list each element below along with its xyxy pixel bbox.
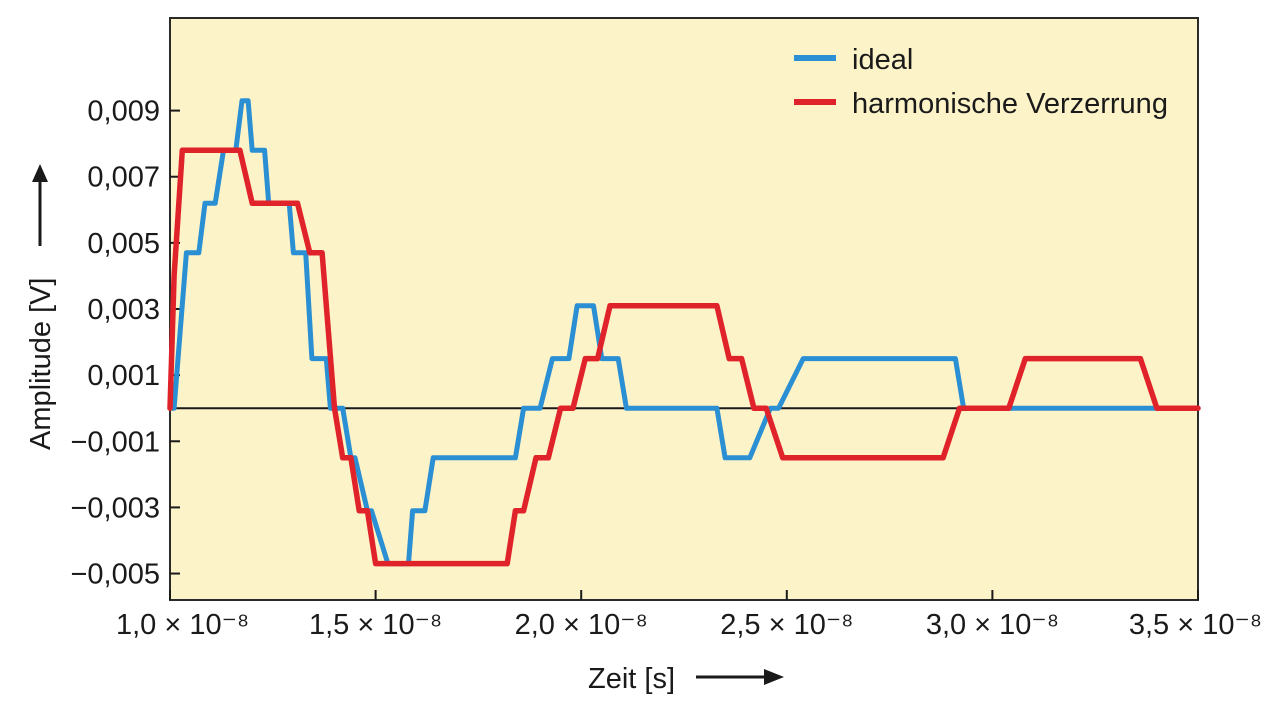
y-tick-label: 0,005 (87, 228, 160, 260)
y-axis-arrowhead-icon (32, 164, 48, 182)
y-axis-ticks: 0,009 0,007 0,005 0,003 0,001 −0,001 −0,003 −0,… (70, 96, 180, 591)
x-axis-arrowhead-icon (764, 669, 784, 685)
series-line-harmonische-verzerrung (167, 147, 1201, 567)
series-line-ideal (167, 98, 1201, 567)
x-tick-label: 3,0 × 10⁻⁸ (926, 609, 1059, 641)
x-tick-label: 3,5 × 10⁻⁸ (1129, 609, 1262, 641)
legend: ideal harmonische Verzerrung (794, 44, 1168, 120)
y-axis-title: Amplitude [V] (25, 164, 57, 450)
y-axis-label: Amplitude [V] (25, 278, 57, 450)
x-axis-title: Zeit [s] (588, 663, 784, 695)
x-axis-label: Zeit [s] (588, 663, 675, 695)
x-tick-label: 1,0 × 10⁻⁸ (116, 609, 249, 641)
y-tick-label: 0,003 (87, 294, 160, 326)
series-layer (167, 98, 1201, 567)
x-tick-label: 2,0 × 10⁻⁸ (515, 609, 648, 641)
y-tick-label: −0,003 (70, 492, 160, 524)
legend-label-ideal: ideal (852, 44, 913, 76)
y-tick-label: −0,005 (70, 559, 160, 591)
y-tick-label: 0,001 (87, 360, 160, 392)
legend-label-harmonische-verzerrung: harmonische Verzerrung (852, 88, 1168, 120)
y-tick-label: 0,007 (87, 162, 160, 194)
x-tick-label: 1,5 × 10⁻⁸ (309, 609, 442, 641)
y-tick-label: 0,009 (87, 96, 160, 128)
x-axis-ticks: 1,0 × 10⁻⁸ 1,5 × 10⁻⁸ 2,0 × 10⁻⁸ 2,5 × 10⁻⁸… (116, 590, 1262, 641)
plot-background (169, 17, 1199, 601)
y-tick-label: −0,001 (70, 426, 160, 458)
x-tick-label: 2,5 × 10⁻⁸ (720, 609, 853, 641)
